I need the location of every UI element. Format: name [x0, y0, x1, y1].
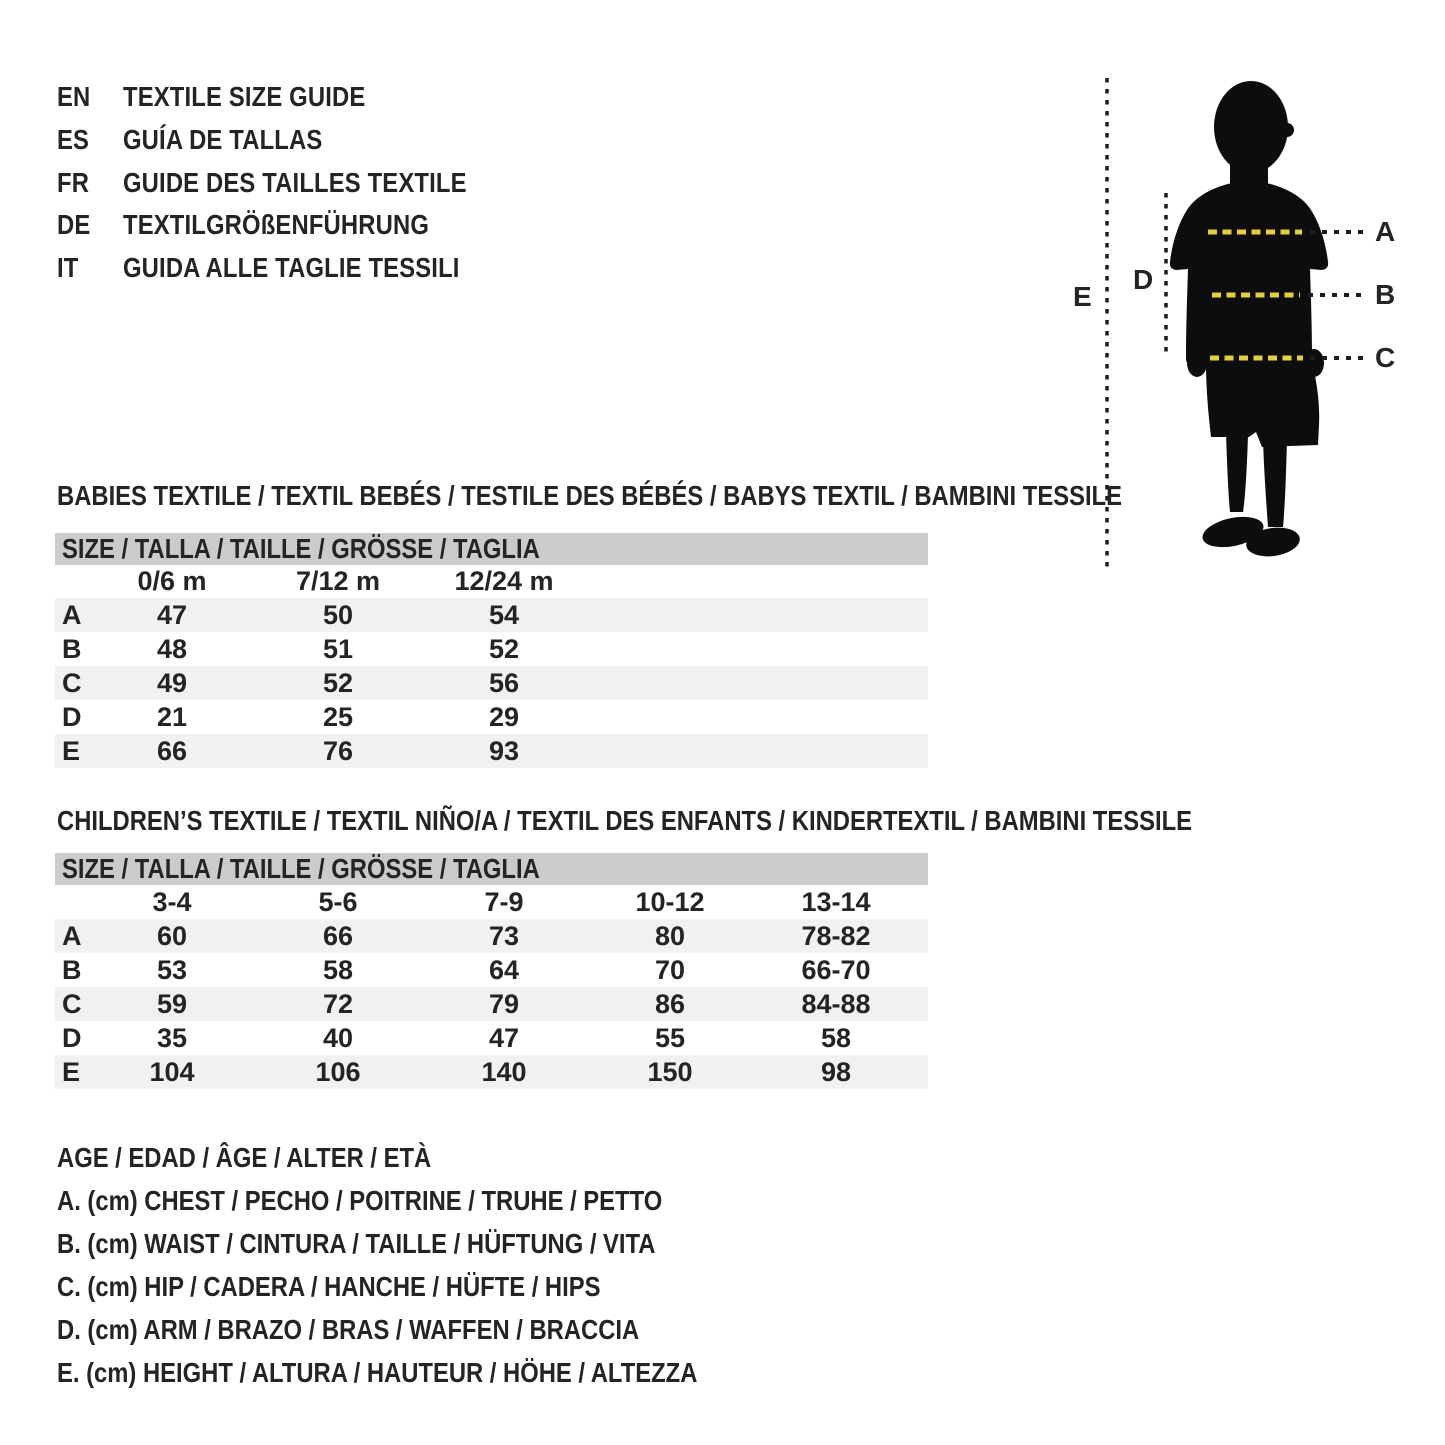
marker-b-label: B	[1375, 279, 1396, 310]
guide-title-de: TEXTILGRÖßENFÜHRUNG	[123, 209, 430, 241]
measurement-figure: A B C D E	[1040, 60, 1445, 590]
row-label: E	[62, 735, 81, 766]
table-row: B 53 58 64 70 66-70	[55, 953, 928, 987]
table-row: C 59 72 79 86 84-88	[55, 987, 928, 1021]
lang-code: IT	[57, 252, 79, 284]
guide-title-en: TEXTILE SIZE GUIDE	[123, 81, 366, 113]
children-size-header-bar: SIZE / TALLA / TAILLE / GRÖSSE / TAGLIA	[55, 853, 928, 885]
table-row: D 21 25 29	[55, 700, 928, 734]
lang-code: DE	[57, 209, 91, 241]
legend-arm: D. (cm) ARM / BRAZO / BRAS / WAFFEN / BR…	[57, 1313, 640, 1345]
legend-height: E. (cm) HEIGHT / ALTURA / HAUTEUR / HÖHE…	[57, 1356, 698, 1388]
legend-waist: B. (cm) WAIST / CINTURA / TAILLE / HÜFTU…	[57, 1227, 656, 1259]
babies-column-header-row: 0/6 m 7/12 m 12/24 m	[55, 565, 928, 598]
marker-d-label: D	[1133, 264, 1154, 295]
lang-row-es: ES GUÍA DE TALLAS	[57, 119, 527, 162]
row-label: D	[62, 1022, 82, 1053]
lang-row-de: DE TEXTILGRÖßENFÜHRUNG	[57, 204, 527, 247]
column-header: 0/6 m	[137, 566, 207, 596]
lang-row-en: EN TEXTILE SIZE GUIDE	[57, 76, 527, 119]
marker-c-label: C	[1375, 342, 1396, 373]
legend-chest: A. (cm) CHEST / PECHO / POITRINE / TRUHE…	[57, 1184, 663, 1216]
table-row: E 104 106 140 150 98	[55, 1055, 928, 1089]
column-header: 7-9	[484, 886, 524, 917]
guide-title-fr: GUIDE DES TAILLES TEXTILE	[123, 166, 467, 198]
marker-e-label: E	[1073, 281, 1092, 312]
table-row: D 35 40 47 55 58	[55, 1021, 928, 1055]
legend-age: AGE / EDAD / ÂGE / ALTER / ETÀ	[57, 1141, 432, 1173]
lang-code: ES	[57, 124, 90, 156]
lang-code: FR	[57, 166, 90, 198]
row-label: B	[62, 954, 82, 985]
row-label: A	[62, 599, 82, 630]
row-label: A	[62, 920, 82, 951]
babies-size-header-bar: SIZE / TALLA / TAILLE / GRÖSSE / TAGLIA	[55, 533, 928, 565]
language-title-list: EN TEXTILE SIZE GUIDE ES GUÍA DE TALLAS …	[57, 76, 527, 289]
table-row: B 48 51 52	[55, 632, 928, 666]
children-size-table: SIZE / TALLA / TAILLE / GRÖSSE / TAGLIA …	[55, 853, 928, 1089]
guide-title-es: GUÍA DE TALLAS	[123, 124, 323, 156]
column-header: 12/24 m	[454, 566, 554, 596]
row-label: B	[62, 633, 82, 664]
children-section-heading: CHILDREN’S TEXTILE / TEXTIL NIÑO/A / TEX…	[57, 805, 1193, 836]
children-column-header-row: 3-4 5-6 7-9 10-12 13-14	[55, 885, 928, 919]
table-row: A 60 66 73 80 78-82	[55, 919, 928, 953]
babies-size-table: SIZE / TALLA / TAILLE / GRÖSSE / TAGLIA …	[55, 533, 928, 768]
row-label: E	[62, 1056, 81, 1087]
column-header: 5-6	[318, 886, 358, 917]
lang-row-fr: FR GUIDE DES TAILLES TEXTILE	[57, 161, 527, 204]
row-label: D	[62, 701, 82, 732]
column-header: 13-14	[801, 886, 871, 917]
legend-hip: C. (cm) HIP / CADERA / HANCHE / HÜFTE / …	[57, 1270, 601, 1302]
measurement-legend: AGE / EDAD / ÂGE / ALTER / ETÀ A. (cm) C…	[57, 1136, 810, 1394]
table-row: C 49 52 56	[55, 666, 928, 700]
column-header: 3-4	[152, 886, 192, 917]
row-label: C	[62, 988, 82, 1019]
babies-section-heading: BABIES TEXTILE / TEXTIL BEBÉS / TESTILE …	[57, 480, 1122, 511]
row-label: C	[62, 667, 82, 698]
lang-row-it: IT GUIDA ALLE TAGLIE TESSILI	[57, 247, 527, 290]
marker-a-label: A	[1375, 216, 1396, 247]
column-header: 10-12	[635, 886, 705, 917]
table-row: E 66 76 93	[55, 734, 928, 768]
lang-code: EN	[57, 81, 91, 113]
child-silhouette-icon	[1105, 78, 1366, 570]
guide-title-it: GUIDA ALLE TAGLIE TESSILI	[123, 252, 460, 284]
column-header: 7/12 m	[295, 566, 381, 596]
child-silhouette	[1169, 81, 1329, 557]
table-row: A 47 50 54	[55, 598, 928, 632]
